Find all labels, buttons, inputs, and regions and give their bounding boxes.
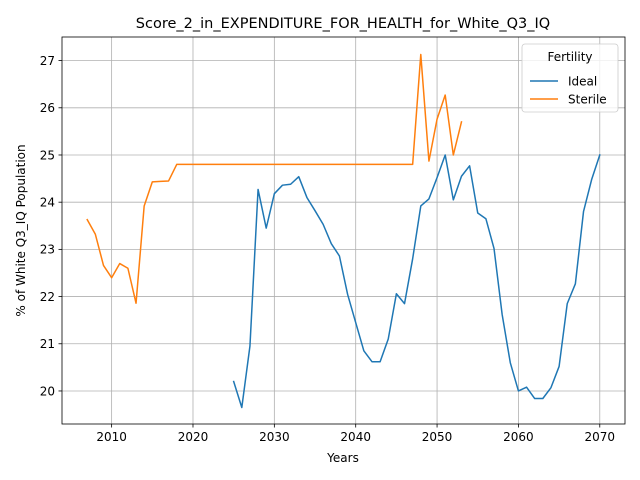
axis-ticks: 2010 2020 2030 2040 2050 2060 2070 20 21 22 23 24 25… [40,54,615,444]
x-tick-label: 2020 [178,430,209,444]
plot-frame [61,36,626,425]
y-tick-label: 23 [40,243,55,257]
legend: Fertility Ideal Sterile [521,43,619,113]
x-axis-label: Years [326,451,359,465]
x-tick-label: 2030 [259,430,290,444]
series-layer [86,53,601,409]
y-tick-label: 25 [40,148,55,162]
series-line-sterile [86,53,463,304]
y-tick-label: 26 [40,101,55,115]
series-line-ideal [232,154,601,409]
legend-label-ideal: Ideal [568,74,597,88]
y-tick-label: 27 [40,54,55,68]
chart-title: Score_2_in_EXPENDITURE_FOR_HEALTH_for_Wh… [136,16,550,32]
y-tick-label: 20 [40,384,55,398]
y-tick-label: 22 [40,290,55,304]
y-axis-label: % of White Q3_IQ Population [14,144,28,316]
legend-title: Fertility [547,50,592,64]
legend-label-sterile: Sterile [568,92,607,106]
y-tick-label: 24 [40,195,55,209]
x-tick-label: 2060 [503,430,534,444]
x-tick-label: 2050 [422,430,453,444]
legend-box [521,43,619,113]
y-tick-label: 21 [40,337,55,351]
grid-lines [62,37,625,424]
x-tick-label: 2010 [96,430,127,444]
x-tick-label: 2040 [340,430,371,444]
x-tick-label: 2070 [585,430,616,444]
